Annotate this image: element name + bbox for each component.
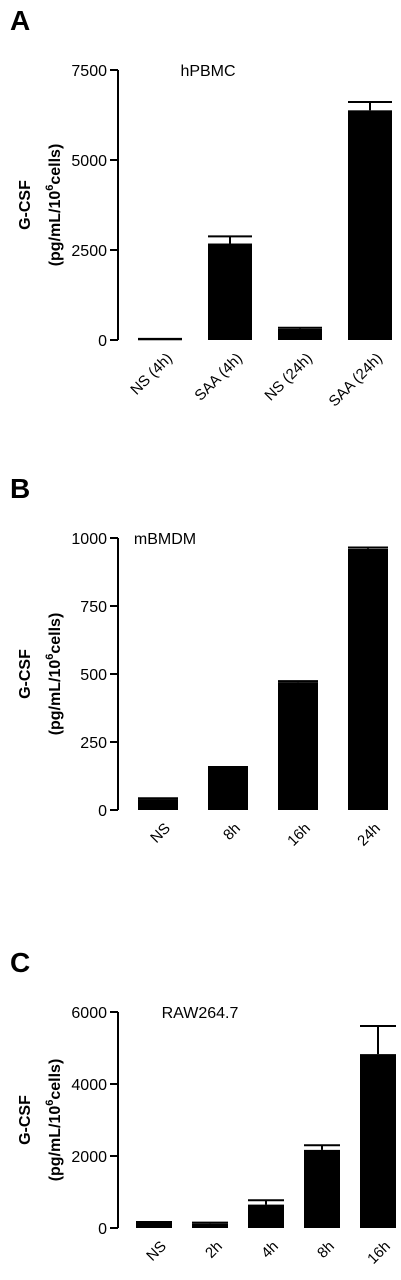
bar-ns [138, 799, 178, 810]
bar-ns [136, 1222, 172, 1228]
category-label: 24h [354, 820, 384, 850]
category-label: 4h [258, 1238, 282, 1262]
y-tick-label: 4000 [71, 1077, 107, 1094]
y-axis-label: G-CSF [17, 649, 34, 699]
bar-24h [348, 548, 388, 810]
bar-ns-24h- [278, 328, 322, 340]
category-label: NS (4h) [127, 350, 176, 399]
y-units-sup: 6 [44, 1100, 56, 1106]
bar-16h [278, 682, 318, 810]
y-units-post: cells) [47, 613, 64, 654]
y-units-pre: (pg/mL/10 [47, 660, 64, 736]
category-label: SAA (24h) [326, 350, 386, 410]
y-tick-label: 750 [80, 599, 107, 616]
category-label: NS [143, 1238, 170, 1265]
y-units-pre: (pg/mL/10 [47, 191, 64, 267]
y-units-sup: 6 [44, 185, 56, 191]
category-label: 16h [284, 820, 314, 850]
y-tick-label: 500 [80, 667, 107, 684]
category-label: 8h [314, 1238, 338, 1262]
y-tick-label: 1000 [71, 531, 107, 548]
chart-panel-C: C RAW264.7 0 2000 4000 6000 G-CSF (pg/mL/106cel… [10, 947, 396, 1268]
chart-title: RAW264.7 [162, 1005, 239, 1022]
bar-2h [192, 1223, 228, 1228]
y-tick-label: 2500 [71, 243, 107, 260]
bar-16h [360, 1054, 396, 1228]
bar-8h [304, 1149, 340, 1228]
y-axis-units-label: (pg/mL/106cells) [44, 613, 64, 736]
category-label: NS (24h) [261, 350, 315, 404]
category-label: 16h [364, 1238, 394, 1268]
y-axis-units-label: (pg/mL/106cells) [44, 1059, 64, 1182]
y-axis-units-label: (pg/mL/106cells) [44, 144, 64, 267]
y-units-post: cells) [47, 1059, 64, 1100]
y-tick-label: 6000 [71, 1005, 107, 1022]
y-tick-label: 0 [98, 803, 107, 820]
panel-label: A [10, 5, 30, 36]
bar-saa-24h- [348, 110, 392, 340]
y-axis-label: G-CSF [17, 1095, 34, 1145]
chart-title: mBMDM [134, 531, 196, 548]
y-units-post: cells) [47, 144, 64, 185]
bar-4h [248, 1204, 284, 1228]
y-tick-label: 7500 [71, 63, 107, 80]
y-tick-label: 5000 [71, 153, 107, 170]
bar-saa-4h- [208, 243, 252, 340]
y-tick-label: 0 [98, 1221, 107, 1238]
category-label: 2h [202, 1238, 226, 1262]
category-label: NS [147, 820, 174, 847]
y-units-sup: 6 [44, 654, 56, 660]
chart-title: hPBMC [180, 63, 235, 80]
panel-label: B [10, 473, 30, 504]
y-tick-label: 2000 [71, 1149, 107, 1166]
y-axis-label: G-CSF [17, 180, 34, 230]
y-tick-label: 250 [80, 735, 107, 752]
category-label: 8h [220, 820, 244, 844]
y-units-pre: (pg/mL/10 [47, 1106, 64, 1182]
category-label: SAA (4h) [191, 350, 245, 404]
bar-8h [208, 767, 248, 810]
y-tick-label: 0 [98, 333, 107, 350]
panel-label: C [10, 947, 30, 978]
